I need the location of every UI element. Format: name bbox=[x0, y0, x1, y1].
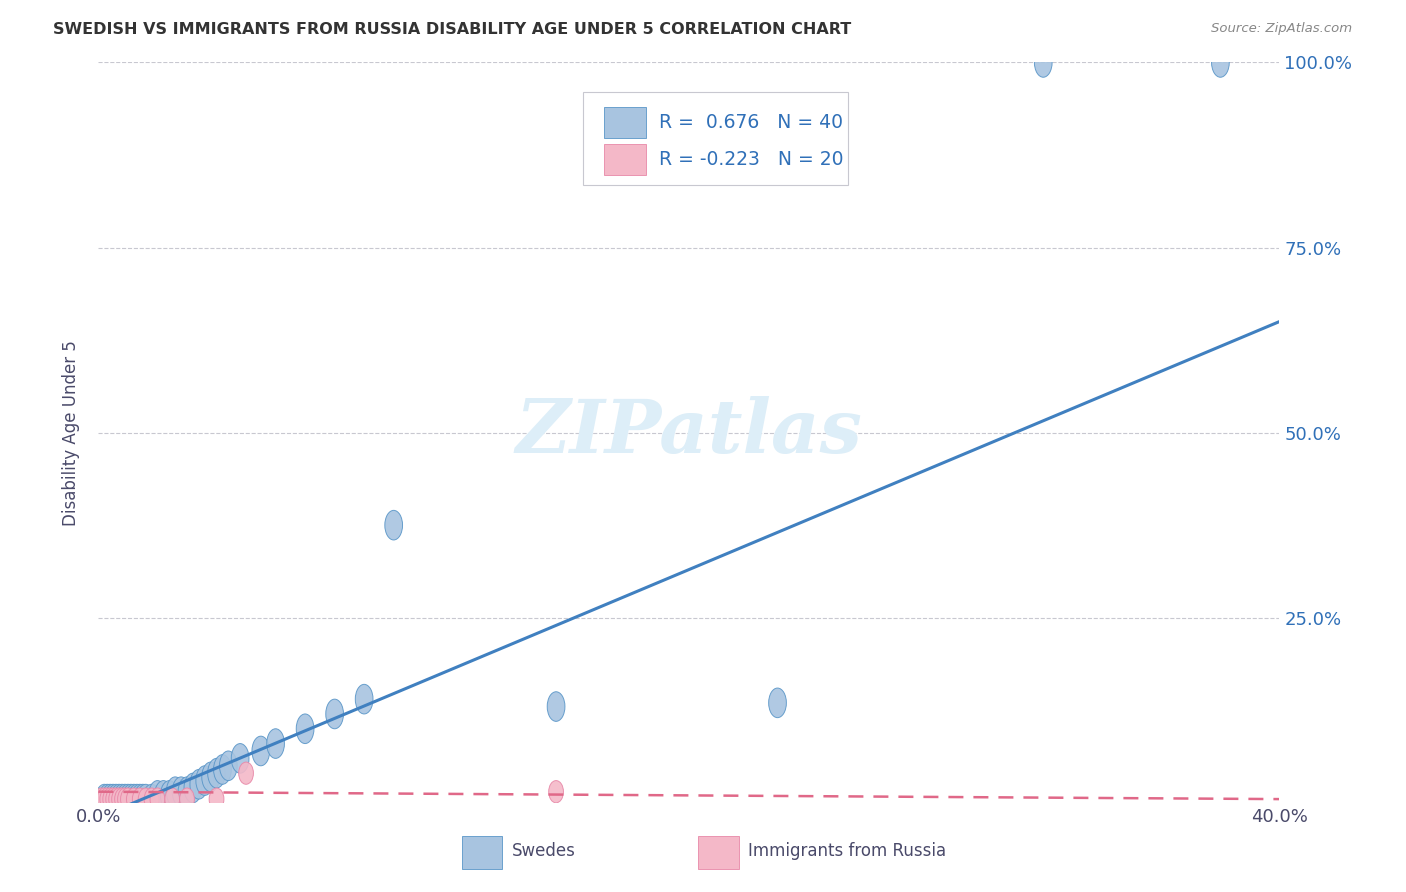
Ellipse shape bbox=[769, 688, 786, 718]
Text: SWEDISH VS IMMIGRANTS FROM RUSSIA DISABILITY AGE UNDER 5 CORRELATION CHART: SWEDISH VS IMMIGRANTS FROM RUSSIA DISABI… bbox=[53, 22, 852, 37]
Ellipse shape bbox=[173, 777, 190, 806]
FancyBboxPatch shape bbox=[582, 92, 848, 185]
Ellipse shape bbox=[134, 784, 152, 814]
Ellipse shape bbox=[165, 788, 180, 810]
Ellipse shape bbox=[112, 784, 131, 814]
Ellipse shape bbox=[208, 758, 225, 788]
Ellipse shape bbox=[131, 784, 149, 814]
Ellipse shape bbox=[138, 788, 153, 810]
Ellipse shape bbox=[1035, 47, 1052, 78]
Ellipse shape bbox=[103, 788, 118, 810]
Text: ZIPatlas: ZIPatlas bbox=[516, 396, 862, 469]
Ellipse shape bbox=[548, 780, 564, 803]
Text: R =  0.676   N = 40: R = 0.676 N = 40 bbox=[659, 113, 844, 132]
Ellipse shape bbox=[118, 788, 132, 810]
Ellipse shape bbox=[297, 714, 314, 744]
Ellipse shape bbox=[209, 788, 224, 810]
Ellipse shape bbox=[111, 788, 127, 810]
Ellipse shape bbox=[143, 784, 160, 814]
Text: R = -0.223   N = 20: R = -0.223 N = 20 bbox=[659, 150, 844, 169]
Ellipse shape bbox=[104, 784, 122, 814]
Ellipse shape bbox=[120, 784, 136, 814]
Ellipse shape bbox=[267, 729, 284, 758]
Ellipse shape bbox=[184, 773, 202, 803]
Y-axis label: Disability Age Under 5: Disability Age Under 5 bbox=[62, 340, 80, 525]
Ellipse shape bbox=[108, 788, 124, 810]
Ellipse shape bbox=[179, 777, 195, 806]
Ellipse shape bbox=[136, 784, 155, 814]
Ellipse shape bbox=[219, 751, 238, 780]
Ellipse shape bbox=[149, 780, 166, 810]
Ellipse shape bbox=[356, 684, 373, 714]
Ellipse shape bbox=[121, 788, 135, 810]
Ellipse shape bbox=[1212, 47, 1229, 78]
Ellipse shape bbox=[110, 784, 128, 814]
Ellipse shape bbox=[145, 788, 159, 810]
Ellipse shape bbox=[128, 784, 146, 814]
Ellipse shape bbox=[252, 736, 270, 765]
Ellipse shape bbox=[98, 784, 117, 814]
Ellipse shape bbox=[385, 510, 402, 540]
Ellipse shape bbox=[122, 784, 139, 814]
Ellipse shape bbox=[202, 762, 219, 792]
Ellipse shape bbox=[547, 692, 565, 722]
Ellipse shape bbox=[232, 744, 249, 773]
Ellipse shape bbox=[107, 784, 125, 814]
FancyBboxPatch shape bbox=[463, 836, 502, 869]
Ellipse shape bbox=[125, 784, 143, 814]
Ellipse shape bbox=[127, 788, 141, 810]
Ellipse shape bbox=[97, 788, 111, 810]
Ellipse shape bbox=[105, 788, 121, 810]
FancyBboxPatch shape bbox=[605, 144, 647, 175]
Ellipse shape bbox=[166, 777, 184, 806]
Ellipse shape bbox=[190, 770, 208, 799]
Ellipse shape bbox=[94, 788, 108, 810]
FancyBboxPatch shape bbox=[605, 107, 647, 138]
Ellipse shape bbox=[155, 780, 173, 810]
Ellipse shape bbox=[101, 784, 120, 814]
FancyBboxPatch shape bbox=[699, 836, 738, 869]
Ellipse shape bbox=[117, 784, 134, 814]
Ellipse shape bbox=[100, 788, 115, 810]
Ellipse shape bbox=[96, 784, 114, 814]
Text: Source: ZipAtlas.com: Source: ZipAtlas.com bbox=[1212, 22, 1353, 36]
Ellipse shape bbox=[132, 788, 148, 810]
Ellipse shape bbox=[214, 755, 232, 784]
Ellipse shape bbox=[150, 788, 165, 810]
Ellipse shape bbox=[115, 788, 129, 810]
Ellipse shape bbox=[326, 699, 343, 729]
Ellipse shape bbox=[195, 765, 214, 796]
Ellipse shape bbox=[160, 780, 179, 810]
Ellipse shape bbox=[180, 788, 194, 810]
Text: Immigrants from Russia: Immigrants from Russia bbox=[748, 842, 946, 860]
Text: Swedes: Swedes bbox=[512, 842, 575, 860]
Ellipse shape bbox=[239, 762, 253, 784]
